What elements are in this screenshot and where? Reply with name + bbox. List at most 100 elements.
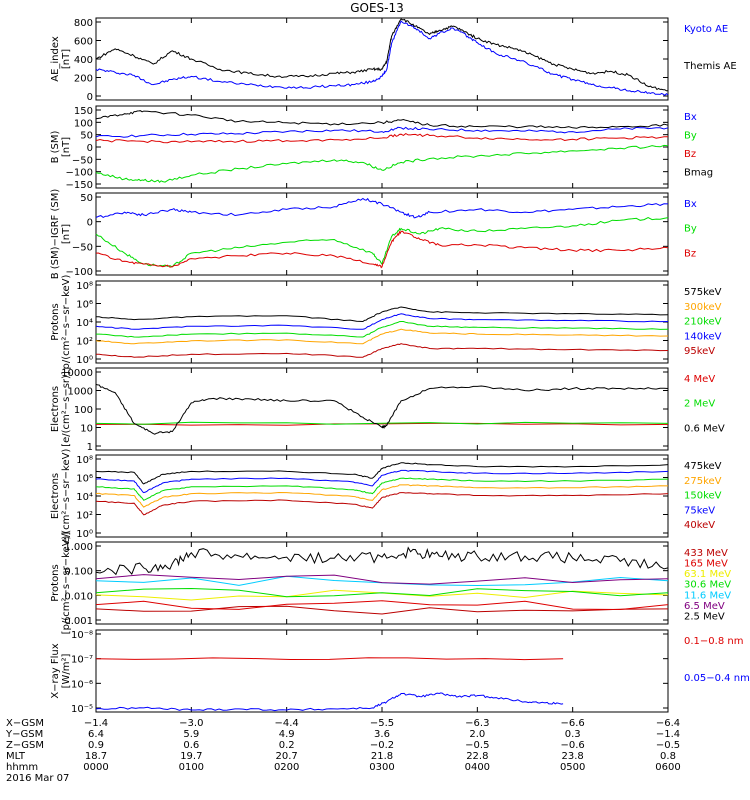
y-axis-label: p/(cm²−s−sr−keV) xyxy=(61,274,72,369)
legend-label: Bz xyxy=(684,248,696,259)
legend-label: 11.6 MeV xyxy=(684,590,731,601)
legend-label: 433 MeV xyxy=(684,548,728,559)
series-line xyxy=(95,230,669,269)
y-tick-label: 0 xyxy=(87,92,93,103)
y-tick-label: 10⁰ xyxy=(76,529,93,540)
legend-label: 2 MeV xyxy=(684,399,715,410)
date-label: 2016 Mar 07 xyxy=(6,773,69,784)
y-tick-label: 10² xyxy=(76,337,93,348)
legend-label: 0.1−0.8 nm xyxy=(684,636,743,647)
panel-bigrf: 50 0 −50 −100 B (SM)−IGRF (SM) [nT] Bx By Bz xyxy=(50,189,697,280)
series-line xyxy=(95,574,669,585)
series-line xyxy=(95,197,669,219)
x-axis-value: 21.8 xyxy=(371,751,393,762)
legend-label: 30.6 MeV xyxy=(684,580,731,591)
x-axis-row-label: Z−GSM xyxy=(6,740,44,751)
series-line xyxy=(96,321,669,338)
figure-title: GOES-13 xyxy=(350,1,404,15)
x-axis-value: 0500 xyxy=(560,762,585,773)
x-axis-value: 19.7 xyxy=(180,751,202,762)
legend-label: 165 MeV xyxy=(684,559,728,570)
y-tick-label: −50 xyxy=(72,242,93,253)
y-tick-label: 1 xyxy=(87,442,93,453)
legend-label: 40keV xyxy=(684,520,715,531)
panel-protons: 10⁸ 10⁶ 10⁴ 10² 10⁰ Protons p/(cm²−s−sr−keV) 57… xyxy=(50,274,722,369)
legend-label: Bmag xyxy=(684,168,713,179)
legend-label: Themis AE xyxy=(683,61,737,72)
x-axis-value: −0.5 xyxy=(656,740,680,751)
legend-label: 75keV xyxy=(684,505,715,516)
x-axis-value: 0200 xyxy=(274,762,299,773)
y-tick-label: 0.010 xyxy=(64,591,93,602)
legend-label: 210keV xyxy=(684,317,722,328)
y-axis-label: X−ray Flux xyxy=(50,643,61,698)
panel-electrons1: 10000 1000 100 10 1 Electrons [e/(cm²−s−sr)] 4 … xyxy=(50,367,725,453)
x-axis-value: 0.3 xyxy=(565,729,581,740)
y-tick-label: 10 xyxy=(80,424,93,435)
series-line xyxy=(95,692,564,712)
series-line xyxy=(95,328,669,345)
series-line xyxy=(95,126,669,138)
series-line xyxy=(95,313,669,330)
x-axis-value: 0600 xyxy=(655,762,680,773)
panel-frame xyxy=(95,17,669,101)
y-tick-label: −100 xyxy=(66,168,93,179)
y-axis-label: [W/m²] xyxy=(61,653,72,688)
series-line xyxy=(95,546,669,576)
panel-frame xyxy=(95,367,669,451)
y-axis-label: [e/(cm²−s−sr)] xyxy=(61,371,72,447)
y-axis-label: Electrons xyxy=(50,386,61,432)
y-tick-label: 400 xyxy=(74,55,93,66)
legend-label: 6.5 MeV xyxy=(684,601,725,612)
panel-frame xyxy=(95,280,669,364)
x-axis-value: −0.5 xyxy=(465,740,489,751)
x-axis-value: 18.7 xyxy=(85,751,107,762)
y-axis-label: Electrons xyxy=(50,473,61,519)
legend-label: 275keV xyxy=(684,476,722,487)
series-line xyxy=(95,600,669,611)
x-axis-value: 0400 xyxy=(465,762,490,773)
y-tick-label: 10⁸ xyxy=(76,455,93,466)
series-line xyxy=(96,343,669,358)
series-line xyxy=(95,421,669,425)
series-line xyxy=(95,20,669,96)
x-axis-value: −0.6 xyxy=(561,740,585,751)
legend-label: Bz xyxy=(684,149,696,160)
x-axis-value: 0.8 xyxy=(660,751,676,762)
x-axis-value: −6.4 xyxy=(656,718,680,729)
x-axis-value: 2.0 xyxy=(469,729,485,740)
y-tick-label: 10² xyxy=(76,511,93,522)
y-axis-label: [nT] xyxy=(61,49,72,69)
legend-label: 95keV xyxy=(684,346,715,357)
legend-label: 0.05−0.4 nm xyxy=(684,673,750,684)
y-axis-label: B (SM) xyxy=(50,130,61,163)
x-axis-value: −1.4 xyxy=(84,718,108,729)
x-axis-value: 4.9 xyxy=(279,729,295,740)
series-line xyxy=(95,484,669,508)
panel-frame xyxy=(95,454,669,538)
y-tick-label: 10⁶ xyxy=(76,300,93,311)
x-axis-row-label: X−GSM xyxy=(6,718,44,729)
x-axis-value: 23.8 xyxy=(562,751,584,762)
series-line xyxy=(95,477,669,501)
series-line xyxy=(95,217,669,268)
x-axis-row-label: MLT xyxy=(6,751,26,762)
legend-label: 140keV xyxy=(684,331,722,342)
series-line xyxy=(95,492,669,516)
legend-label: 0.6 MeV xyxy=(684,423,725,434)
y-tick-label: 800 xyxy=(74,18,93,29)
y-axis-label: AE_index xyxy=(50,36,61,82)
x-axis-value: 5.9 xyxy=(183,729,199,740)
panel-protons2: 1.000 0.100 0.010 0.001 Protons [p/(cm²−s−sr−… xyxy=(50,532,731,635)
panel-ae: 800 600 400 200 0 AE_index [nT] Kyoto AE Themis … xyxy=(50,17,737,103)
y-tick-label: 100 xyxy=(74,118,93,129)
x-axis-value: 0300 xyxy=(369,762,394,773)
x-axis-value: −6.6 xyxy=(561,718,585,729)
x-axis-value: −5.5 xyxy=(370,718,394,729)
legend-label: Bx xyxy=(684,199,697,210)
series-line xyxy=(95,144,669,184)
y-tick-label: 0.100 xyxy=(64,567,93,578)
x-axis-value: −3.0 xyxy=(179,718,203,729)
y-tick-label: −150 xyxy=(66,180,93,191)
legend-label: 150keV xyxy=(684,491,722,502)
